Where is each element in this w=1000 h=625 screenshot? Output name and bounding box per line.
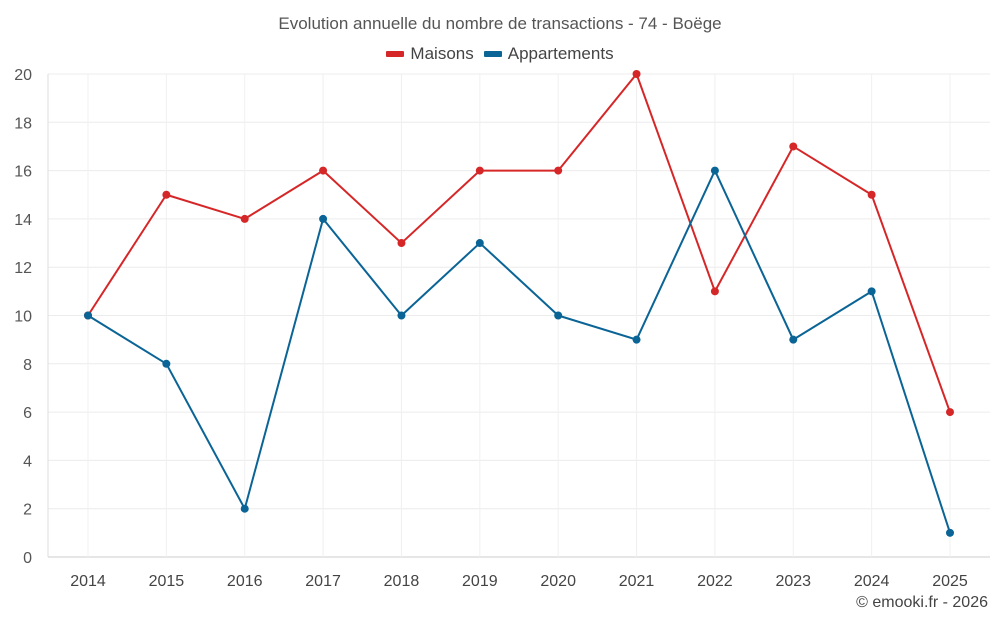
legend-swatch-appartements [483, 51, 502, 57]
data-point-appartements-2019 [475, 239, 484, 248]
data-point-appartements-2025 [946, 528, 954, 537]
legend-label-maisons: Maisons [410, 44, 474, 63]
data-point-maisons-2020 [554, 166, 563, 175]
y-tick-label: 6 [23, 405, 32, 422]
x-tick-label: 2021 [619, 573, 655, 590]
y-tick-label: 14 [14, 212, 32, 229]
y-tick-label: 18 [14, 115, 32, 132]
x-tick-label: 2023 [775, 573, 811, 590]
data-point-maisons-2025 [946, 408, 954, 417]
legend-item-maisons[interactable]: Maisons [386, 44, 474, 64]
data-point-appartements-2014 [84, 311, 92, 320]
y-tick-label: 10 [14, 309, 32, 326]
data-point-appartements-2020 [554, 311, 563, 320]
series-lines [87, 73, 951, 534]
y-tick-label: 0 [23, 550, 32, 567]
data-point-maisons-2019 [475, 166, 484, 175]
y-tick-label: 2 [23, 502, 32, 519]
y-tick-label: 4 [23, 453, 32, 470]
x-tick-label: 2014 [70, 573, 106, 590]
series-line-appartements [87, 169, 951, 534]
data-point-maisons-2017 [319, 166, 328, 175]
legend-label-appartements: Appartements [507, 44, 614, 63]
data-point-appartements-2022 [710, 166, 719, 175]
y-tick-label: 12 [14, 260, 32, 277]
y-tick-label: 8 [23, 357, 32, 374]
data-point-maisons-2018 [397, 239, 406, 248]
x-tick-label: 2016 [227, 573, 263, 590]
x-tick-label: 2018 [384, 573, 420, 590]
data-point-maisons-2016 [240, 214, 249, 223]
y-tick-label: 20 [14, 67, 32, 84]
grid [48, 73, 990, 558]
series-points [84, 70, 954, 537]
x-tick-label: 2024 [854, 573, 890, 590]
x-tick-label: 2020 [540, 573, 576, 590]
data-point-maisons-2023 [789, 142, 798, 151]
x-tick-label: 2022 [697, 573, 733, 590]
legend-item-appartements[interactable]: Appartements [483, 44, 614, 64]
x-tick-label: 2015 [149, 573, 185, 590]
credit-text: © emooki.fr - 2026 [856, 594, 988, 611]
data-point-maisons-2024 [867, 190, 876, 199]
chart-title: Evolution annuelle du nombre de transact… [278, 14, 722, 33]
data-point-appartements-2024 [867, 287, 876, 296]
x-tick-label: 2017 [305, 573, 341, 590]
data-point-maisons-2015 [162, 190, 171, 199]
data-point-maisons-2021 [632, 70, 641, 78]
x-tick-label: 2019 [462, 573, 498, 590]
data-point-appartements-2015 [162, 359, 171, 368]
axes: 0 2 4 6 8 10 12 14 16 18 20 2014 2015 2016 2017 2018 201… [14, 67, 968, 590]
legend-swatch-maisons [386, 51, 405, 57]
data-point-appartements-2016 [240, 504, 249, 513]
data-point-appartements-2023 [789, 335, 798, 344]
x-tick-label: 2025 [932, 573, 968, 590]
series-line-maisons [87, 73, 951, 413]
data-point-appartements-2018 [397, 311, 406, 320]
data-point-appartements-2021 [632, 335, 641, 344]
y-tick-label: 16 [14, 164, 32, 181]
data-point-maisons-2022 [710, 287, 719, 296]
legend: Maisons Appartements [0, 44, 1000, 64]
data-point-appartements-2017 [319, 214, 328, 223]
